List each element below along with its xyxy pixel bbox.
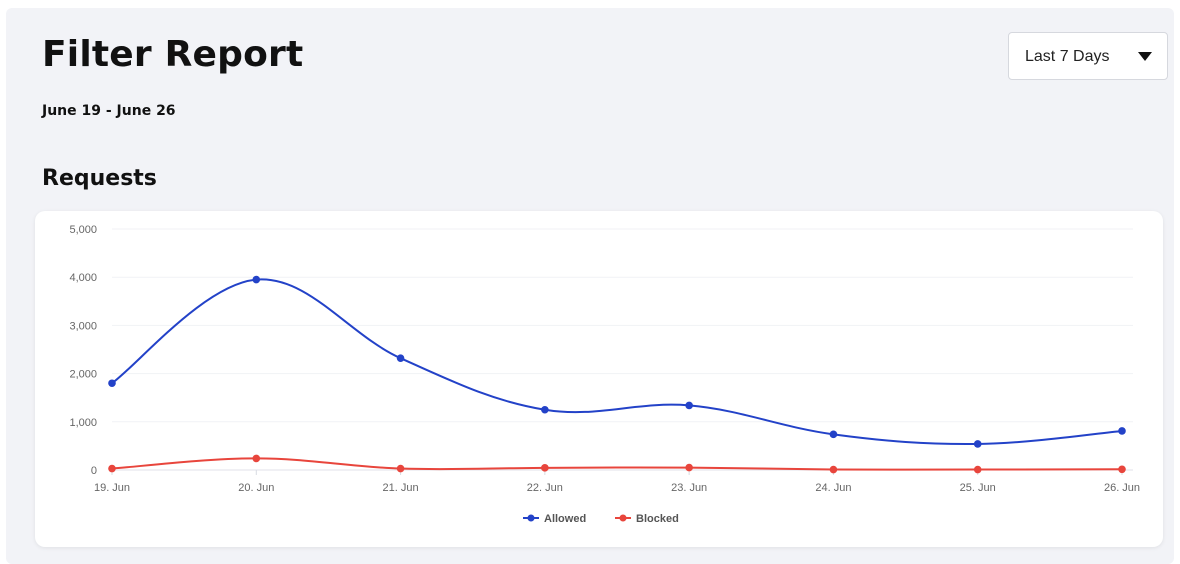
data-point-blocked[interactable] xyxy=(541,464,549,472)
data-point-allowed[interactable] xyxy=(108,379,116,388)
legend-marker-allowed xyxy=(527,514,535,522)
data-point-blocked[interactable] xyxy=(973,465,982,474)
legend-label-allowed[interactable]: Allowed xyxy=(544,513,586,525)
x-tick-label: 19. Jun xyxy=(94,482,130,494)
date-range-select[interactable]: Last 7 Days xyxy=(1008,32,1168,80)
x-tick-label: 23. Jun xyxy=(671,482,707,494)
data-point-blocked[interactable] xyxy=(108,464,116,473)
date-range-select-value: Last 7 Days xyxy=(1025,48,1110,65)
date-range: June 19 - June 26 xyxy=(42,103,176,119)
page-title: Filter Report xyxy=(42,34,304,75)
requests-line-chart: 0 1,000 2,000 3,000 4,000 5,000 19. Jun 20. Jun… xyxy=(69,224,1140,525)
data-point-allowed[interactable] xyxy=(541,405,549,414)
data-point-blocked[interactable] xyxy=(1118,465,1126,474)
data-point-allowed[interactable] xyxy=(829,430,838,439)
data-point-allowed[interactable] xyxy=(252,275,261,284)
x-tick-label: 22. Jun xyxy=(527,482,563,494)
data-point-blocked[interactable] xyxy=(252,454,261,463)
data-point-allowed[interactable] xyxy=(396,354,405,362)
section-title-requests: Requests xyxy=(42,166,157,191)
legend-label-blocked[interactable]: Blocked xyxy=(636,513,679,525)
x-tick-label: 20. Jun xyxy=(238,482,274,494)
requests-chart-card: 0 1,000 2,000 3,000 4,000 5,000 19. Jun 20. Jun… xyxy=(35,211,1163,547)
data-point-blocked[interactable] xyxy=(829,465,838,474)
data-point-blocked[interactable] xyxy=(396,464,405,473)
y-tick-label: 2,000 xyxy=(69,369,97,381)
x-tick-label: 25. Jun xyxy=(960,482,996,494)
series-line-blocked xyxy=(111,457,1123,471)
x-tick-label: 24. Jun xyxy=(815,482,851,494)
y-tick-label: 0 xyxy=(91,465,97,477)
series-line-allowed xyxy=(111,278,1123,446)
data-point-allowed[interactable] xyxy=(685,401,693,410)
y-tick-label: 4,000 xyxy=(69,272,97,284)
caret-down-icon xyxy=(1138,52,1152,61)
data-point-allowed[interactable] xyxy=(1118,427,1126,435)
y-tick-label: 5,000 xyxy=(69,224,97,236)
x-tick-label: 21. Jun xyxy=(383,482,419,494)
y-tick-label: 1,000 xyxy=(69,417,97,429)
legend-marker-blocked xyxy=(619,514,627,522)
x-tick-label: 26. Jun xyxy=(1104,482,1140,494)
data-point-blocked[interactable] xyxy=(685,463,693,472)
data-point-allowed[interactable] xyxy=(973,440,982,448)
y-tick-label: 3,000 xyxy=(69,320,97,332)
